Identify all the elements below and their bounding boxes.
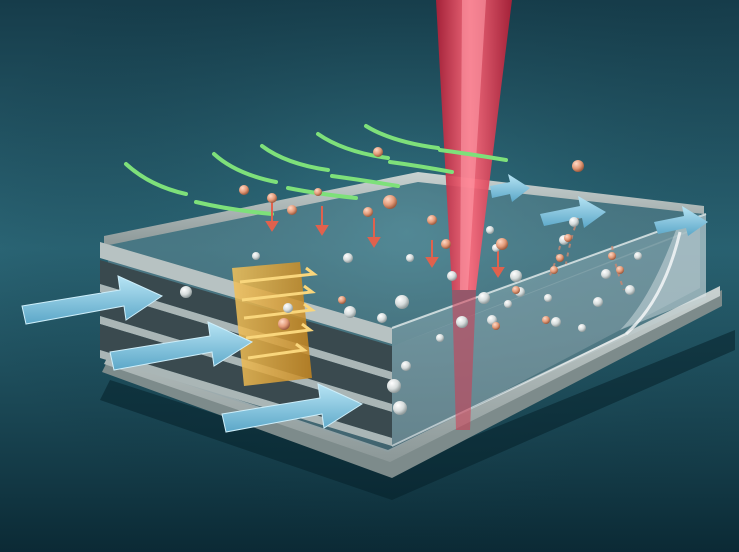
copper-particle [550,266,558,274]
silver-particle [504,300,512,308]
copper-particle [608,252,616,260]
silver-particle [601,269,611,279]
inlet-divider-3 [100,350,392,446]
silver-particle [578,324,586,332]
laser-beam-core [460,0,486,290]
curved-arrow-icon [194,200,274,216]
curved-arrow-icon [438,148,508,162]
silver-particle [406,254,414,262]
inlet-flow-arrows [21,275,364,433]
gradient-plate-arrow-2 [241,284,316,302]
chamber-floor-deposit [391,333,627,447]
copper-particle [556,254,564,262]
gradient-plate-arrow-5 [247,342,308,360]
chamber-shadow [100,330,735,500]
gas-flow-arrows [124,124,508,216]
silver-particle [343,253,353,263]
arrow-right-icon [109,321,254,371]
silver-particle [478,292,490,304]
copper-particle [564,234,572,242]
silver-particle [634,252,642,260]
silver-particle [456,316,468,328]
arrow-right-icon [654,206,708,236]
copper-particle [373,147,383,157]
silver-particle [377,313,387,323]
curved-arrow-icon [260,144,330,172]
arrow-down-icon [491,267,505,278]
chamber-rim-back [104,172,704,246]
curved-arrow-icon [330,174,400,188]
copper-particle [383,195,397,209]
silver-particle [436,334,444,342]
gradient-plate-arrow-4 [245,322,314,340]
silver-particle [395,295,409,309]
curved-arrow-icon [212,152,278,184]
arrow-right-icon [540,196,606,228]
silver-particle [486,226,494,234]
gradient-plate-arrow-1 [239,266,318,284]
silver-particle [447,271,457,281]
silver-particle [401,361,411,371]
silver-particle [283,303,293,313]
arrow-down-icon [367,237,381,248]
silver-particle [544,294,552,302]
silver-particle [180,286,192,298]
curved-arrow-icon [124,162,188,196]
copper-particle [542,316,550,324]
gradient-plate [232,262,318,386]
silver-particle [593,297,603,307]
curved-arrow-icon [388,160,454,174]
copper-particle [492,322,500,330]
copper-particle [338,296,346,304]
copper-particle [287,205,297,215]
arrow-down-icon [425,257,439,268]
particles [180,147,642,415]
copper-particle [427,215,437,225]
silver-particle [569,217,579,227]
copper-particle [572,160,584,172]
arrow-down-icon [265,221,279,232]
silver-particle [510,270,522,282]
silver-particle [393,401,407,415]
copper-particle [496,238,508,250]
copper-particle [512,286,520,294]
silver-particle [551,317,561,327]
arrow-down-icon [315,225,329,236]
copper-particle [239,185,249,195]
chamber-front-edge [391,213,707,329]
gradient-plate-arrow-3 [243,302,316,320]
copper-particle [363,207,373,217]
copper-particle [441,239,451,249]
silver-particle [344,306,356,318]
silver-particle [625,285,635,295]
curved-arrow-icon [316,132,390,160]
copper-particle [267,193,277,203]
chamber-right-wall [620,214,706,330]
chamber-right-curve [624,231,682,336]
curved-arrow-icon [364,124,440,150]
outlet-flow-arrows [490,174,708,236]
silver-particle [252,252,260,260]
deposition-arrows [265,202,505,278]
copper-particle [278,318,290,330]
arrow-right-icon [490,174,530,202]
copper-particle [616,266,624,274]
silver-particle [387,379,401,393]
copper-particle [314,188,322,196]
arrow-right-icon [21,275,164,325]
arrow-right-icon [221,383,364,433]
